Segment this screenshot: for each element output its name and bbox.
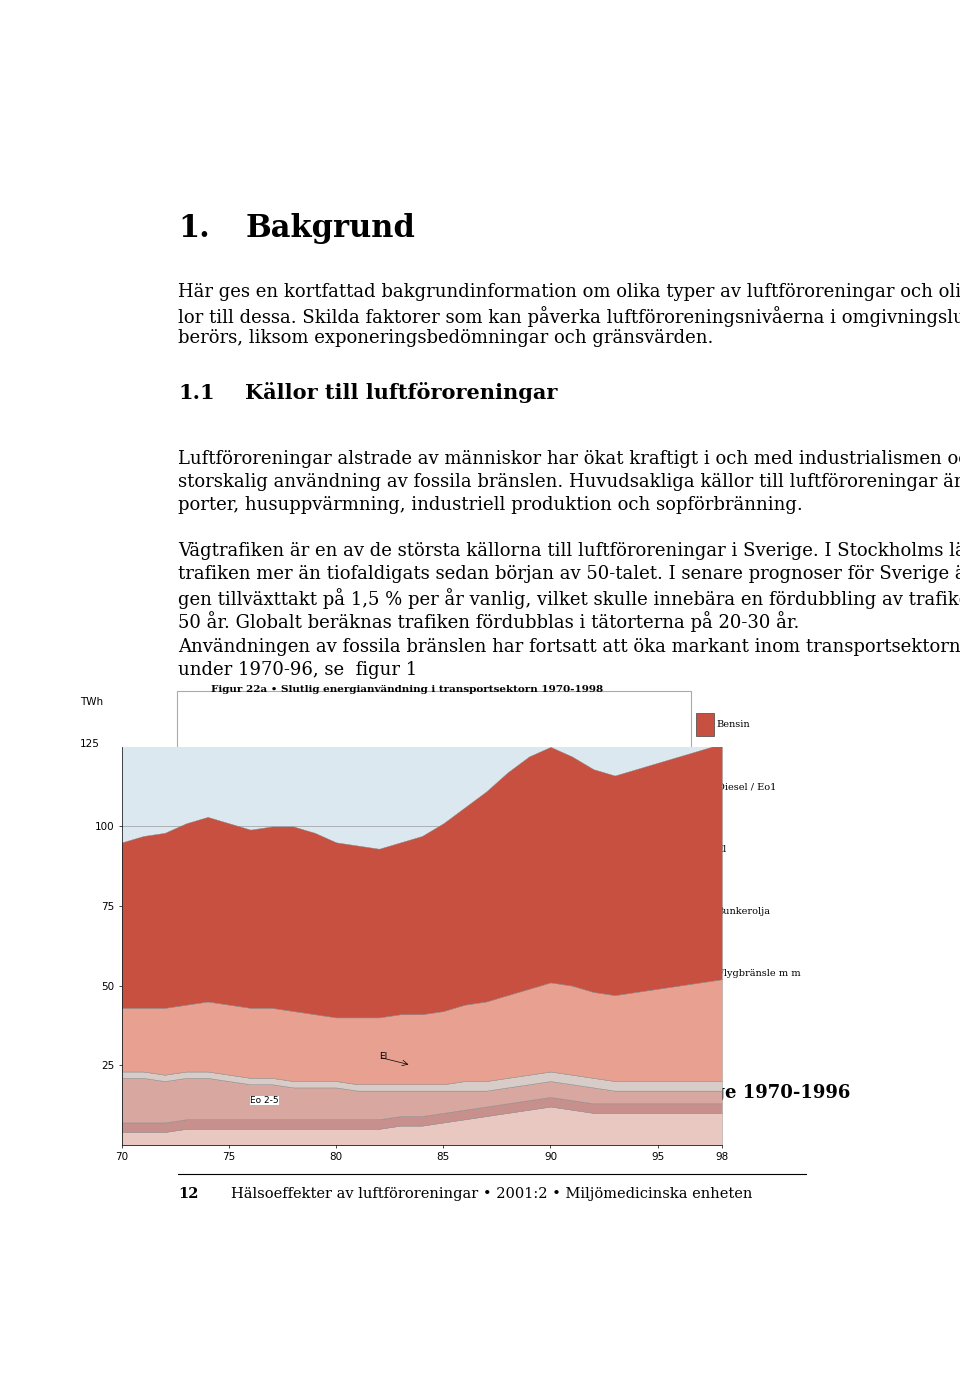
Text: Flygbränsle m m: Flygbränsle m m [717, 969, 801, 979]
Text: Figur 22a • Slutlig energianvändning i transportsektorn 1970-1998: Figur 22a • Slutlig energianvändning i t… [211, 685, 603, 694]
Text: trafiken mer än tiofaldigats sedan början av 50-talet. I senare prognoser för Sv: trafiken mer än tiofaldigats sedan börja… [179, 565, 960, 582]
Bar [696, 899, 714, 923]
Text: Vägtrafiken är en av de största källorna till luftföroreningar i Sverige. I Stoc: Vägtrafiken är en av de största källorna… [179, 542, 960, 560]
Text: Hälsoeffekter av luftföroreningar • 2001:2 • Miljömedicinska enheten: Hälsoeffekter av luftföroreningar • 2001… [231, 1187, 753, 1201]
Bar [696, 962, 714, 986]
Text: Användningen av fossila bränslen har fortsatt att öka markant inom transportsekt: Användningen av fossila bränslen har for… [179, 638, 960, 656]
Bar [696, 838, 714, 861]
Text: gen tillväxttakt på 1,5 % per år vanlig, vilket skulle innebära en fördubbling a: gen tillväxttakt på 1,5 % per år vanlig,… [179, 588, 960, 609]
Text: berörs, liksom exponeringsbedömningar och gränsvärden.: berörs, liksom exponeringsbedömningar oc… [179, 329, 713, 346]
Text: Här ges en kortfattad bakgrundinformation om olika typer av luftföroreningar och: Här ges en kortfattad bakgrundinformatio… [179, 282, 960, 300]
Text: Bakgrund: Bakgrund [245, 212, 415, 244]
Text: storskalig användning av fossila bränslen. Huvudsakliga källor till luftföroreni: storskalig användning av fossila bränsle… [179, 473, 960, 491]
Text: Figur 1: Energianvändning i transportsektorn i Sverige 1970-1996: Figur 1: Energianvändning i transportsek… [179, 1083, 851, 1103]
Bar [178, 691, 690, 1067]
Text: Källor till luftföroreningar: Källor till luftföroreningar [245, 383, 558, 403]
Text: Bunkerolja: Bunkerolja [717, 907, 771, 916]
Text: 1.1: 1.1 [179, 383, 215, 402]
Text: TWh: TWh [80, 697, 103, 706]
Text: El: El [717, 845, 727, 853]
Text: 1.: 1. [179, 212, 210, 244]
Text: 50 år. Globalt beräknas trafiken fördubblas i tätorterna på 20-30 år.: 50 år. Globalt beräknas trafiken fördubb… [179, 611, 800, 632]
Text: lor till dessa. Skilda faktorer som kan påverka luftföroreningsnivåerna i omgivn: lor till dessa. Skilda faktorer som kan … [179, 306, 960, 327]
Bar [696, 775, 714, 799]
Text: 125: 125 [80, 738, 100, 748]
Bar [696, 712, 714, 736]
Text: Eo 2-5: Eo 2-5 [251, 1096, 279, 1106]
Text: Luftföroreningar alstrade av människor har ökat kraftigt i och med industrialism: Luftföroreningar alstrade av människor h… [179, 451, 960, 468]
Text: porter, husuppvärmning, industriell produktion och sopförbränning.: porter, husuppvärmning, industriell prod… [179, 497, 803, 515]
Text: 12: 12 [179, 1187, 199, 1201]
Text: Diesel / Eo1: Diesel / Eo1 [717, 782, 776, 792]
Text: under 1970-96, se  figur 1: under 1970-96, se figur 1 [179, 662, 423, 680]
Text: El: El [379, 1051, 387, 1061]
Text: Bensin: Bensin [717, 720, 751, 729]
